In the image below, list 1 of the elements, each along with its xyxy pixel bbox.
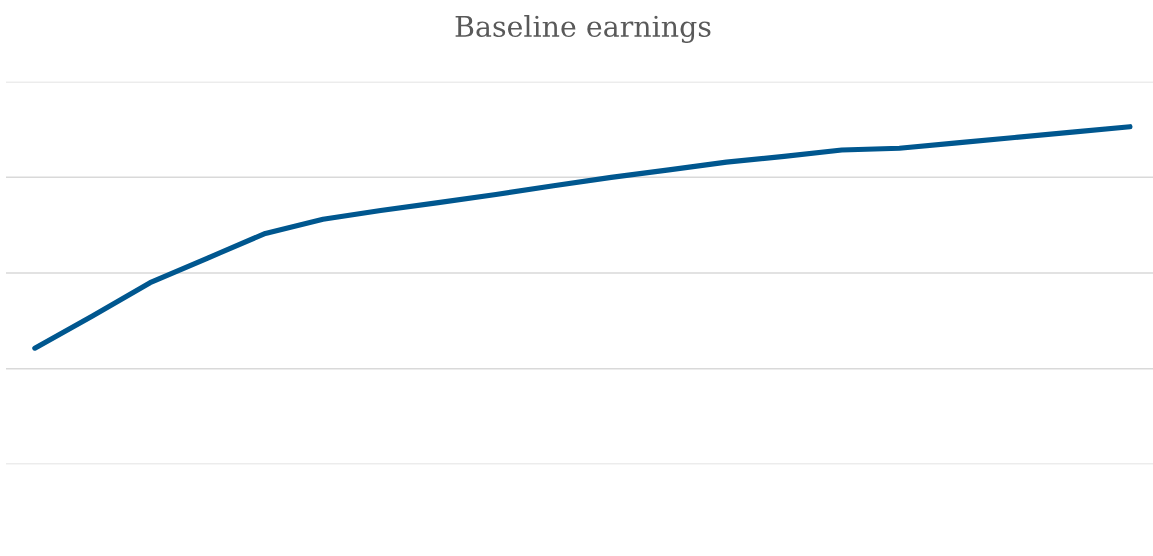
chart-title: Baseline earnings — [455, 15, 711, 43]
